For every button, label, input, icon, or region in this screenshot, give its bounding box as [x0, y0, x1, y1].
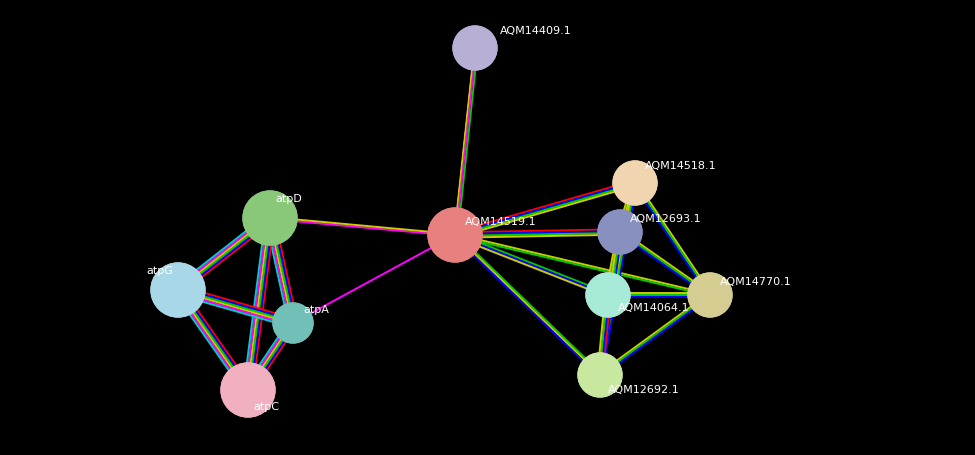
Circle shape	[586, 273, 630, 317]
Text: AQM14409.1: AQM14409.1	[500, 26, 571, 36]
Text: AQM14518.1: AQM14518.1	[645, 161, 717, 171]
Text: AQM14064.1: AQM14064.1	[618, 303, 689, 313]
Text: atpC: atpC	[253, 402, 279, 412]
Circle shape	[453, 26, 497, 70]
Text: atpG: atpG	[146, 266, 173, 276]
Circle shape	[688, 273, 732, 317]
Circle shape	[151, 263, 205, 317]
Text: AQM12692.1: AQM12692.1	[608, 385, 680, 395]
Circle shape	[221, 363, 275, 417]
Circle shape	[428, 208, 482, 262]
Text: AQM14519.1: AQM14519.1	[465, 217, 536, 227]
Text: AQM12693.1: AQM12693.1	[630, 214, 702, 224]
Circle shape	[243, 191, 297, 245]
Text: AQM14770.1: AQM14770.1	[720, 277, 792, 287]
Circle shape	[613, 161, 657, 205]
Text: atpD: atpD	[275, 194, 301, 204]
Circle shape	[273, 303, 313, 343]
Circle shape	[598, 210, 642, 254]
Circle shape	[578, 353, 622, 397]
Text: atpA: atpA	[303, 305, 329, 315]
